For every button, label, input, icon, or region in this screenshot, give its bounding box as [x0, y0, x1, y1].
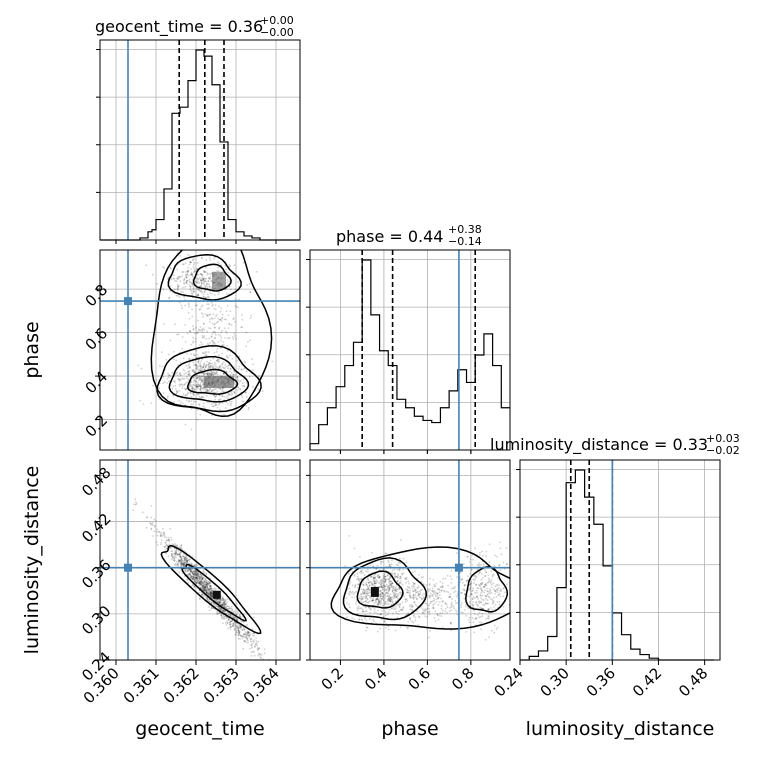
ytick-label-luminosity-distance: 0.48 — [78, 464, 114, 500]
title-luminosity-distance-plus: +0.03 — [706, 432, 740, 445]
hist-panel-phase — [306, 249, 511, 454]
xtick-label-luminosity-distance: 0.48 — [675, 664, 711, 700]
xtick-label-phase: 0.6 — [405, 664, 435, 694]
frame-2d — [99, 459, 301, 661]
xtick-label-luminosity-distance: 0.42 — [629, 664, 665, 700]
ytick-label-luminosity-distance: 0.30 — [78, 602, 114, 638]
ytick-label-phase: 0.2 — [82, 411, 112, 441]
ytick-label-phase: 0.6 — [82, 324, 112, 354]
grid-2d — [100, 460, 300, 661]
grid-luminosity-distance — [519, 460, 720, 660]
frame-2d — [309, 459, 511, 661]
xlabel-geocent-time: geocent_time — [135, 718, 264, 740]
xtick-label-geocent-time: 0.363 — [200, 664, 243, 707]
frame-phase — [309, 249, 511, 451]
title-geocent-time-prefix: geocent_time = 0.36 — [95, 17, 263, 37]
xlabel-luminosity-distance: luminosity_distance — [526, 718, 715, 740]
xtick-label-phase: 0.4 — [361, 664, 391, 694]
grid-2d — [100, 250, 300, 450]
posterior-samples — [137, 250, 274, 431]
frame-2d — [99, 249, 301, 451]
frame-luminosity-distance — [519, 459, 721, 661]
title-luminosity-distance-minus: −0.02 — [706, 444, 740, 457]
title-phase-plus: +0.38 — [448, 223, 482, 236]
grid-2d — [310, 460, 510, 661]
xtick-label-luminosity-distance: 0.36 — [583, 664, 619, 700]
posterior-samples — [330, 535, 510, 641]
ytick-label-phase: 0.4 — [82, 368, 112, 398]
xlabel-phase: phase — [381, 718, 438, 740]
grid-phase — [310, 250, 510, 450]
title-luminosity-distance-prefix: luminosity_distance = 0.33 — [490, 435, 708, 455]
hist-panel-geocent-time — [96, 39, 301, 244]
xtick-label-geocent-time: 0.364 — [240, 664, 283, 707]
histogram-geocent-time — [100, 49, 300, 241]
title-geocent-time: geocent_time = 0.36 — [95, 17, 263, 37]
xtick-label-phase: 0.2 — [318, 664, 348, 694]
posterior-samples — [132, 498, 270, 660]
xtick-label-geocent-time: 0.361 — [120, 664, 163, 707]
hist-panel-luminosity-distance — [516, 459, 721, 661]
frame-geocent-time — [99, 39, 301, 241]
xtick-label-geocent-time: 0.362 — [160, 664, 203, 707]
title-luminosity-distance: luminosity_distance = 0.33 — [490, 435, 708, 455]
ylabel-luminosity-distance: luminosity_distance — [21, 466, 43, 655]
ytick-label-phase: 0.8 — [82, 281, 112, 311]
grid-geocent-time — [100, 40, 300, 240]
title-phase-minus: −0.14 — [448, 235, 482, 248]
title-phase-prefix: phase = 0.44 — [336, 227, 443, 246]
ylabel-phase: phase — [21, 321, 43, 378]
xtick-label-luminosity-distance: 0.24 — [490, 664, 526, 700]
title-geocent-time-minus: −0.00 — [260, 26, 294, 39]
scatter-panel-geocent-time-vs-luminosity-distance — [99, 459, 301, 661]
truth-marker — [124, 563, 132, 572]
title-geocent-time-plus: +0.00 — [260, 14, 294, 27]
xtick-label-phase: 0.8 — [448, 664, 478, 694]
truth-marker — [124, 297, 132, 306]
scatter-panel-geocent-time-vs-phase — [99, 249, 301, 451]
title-phase: phase = 0.44 — [336, 227, 443, 246]
ytick-label-luminosity-distance: 0.36 — [78, 556, 114, 592]
truth-marker — [454, 563, 463, 572]
ytick-label-luminosity-distance: 0.42 — [78, 510, 114, 546]
xtick-label-luminosity-distance: 0.30 — [537, 664, 573, 700]
scatter-panel-phase-vs-luminosity-distance — [309, 459, 511, 661]
